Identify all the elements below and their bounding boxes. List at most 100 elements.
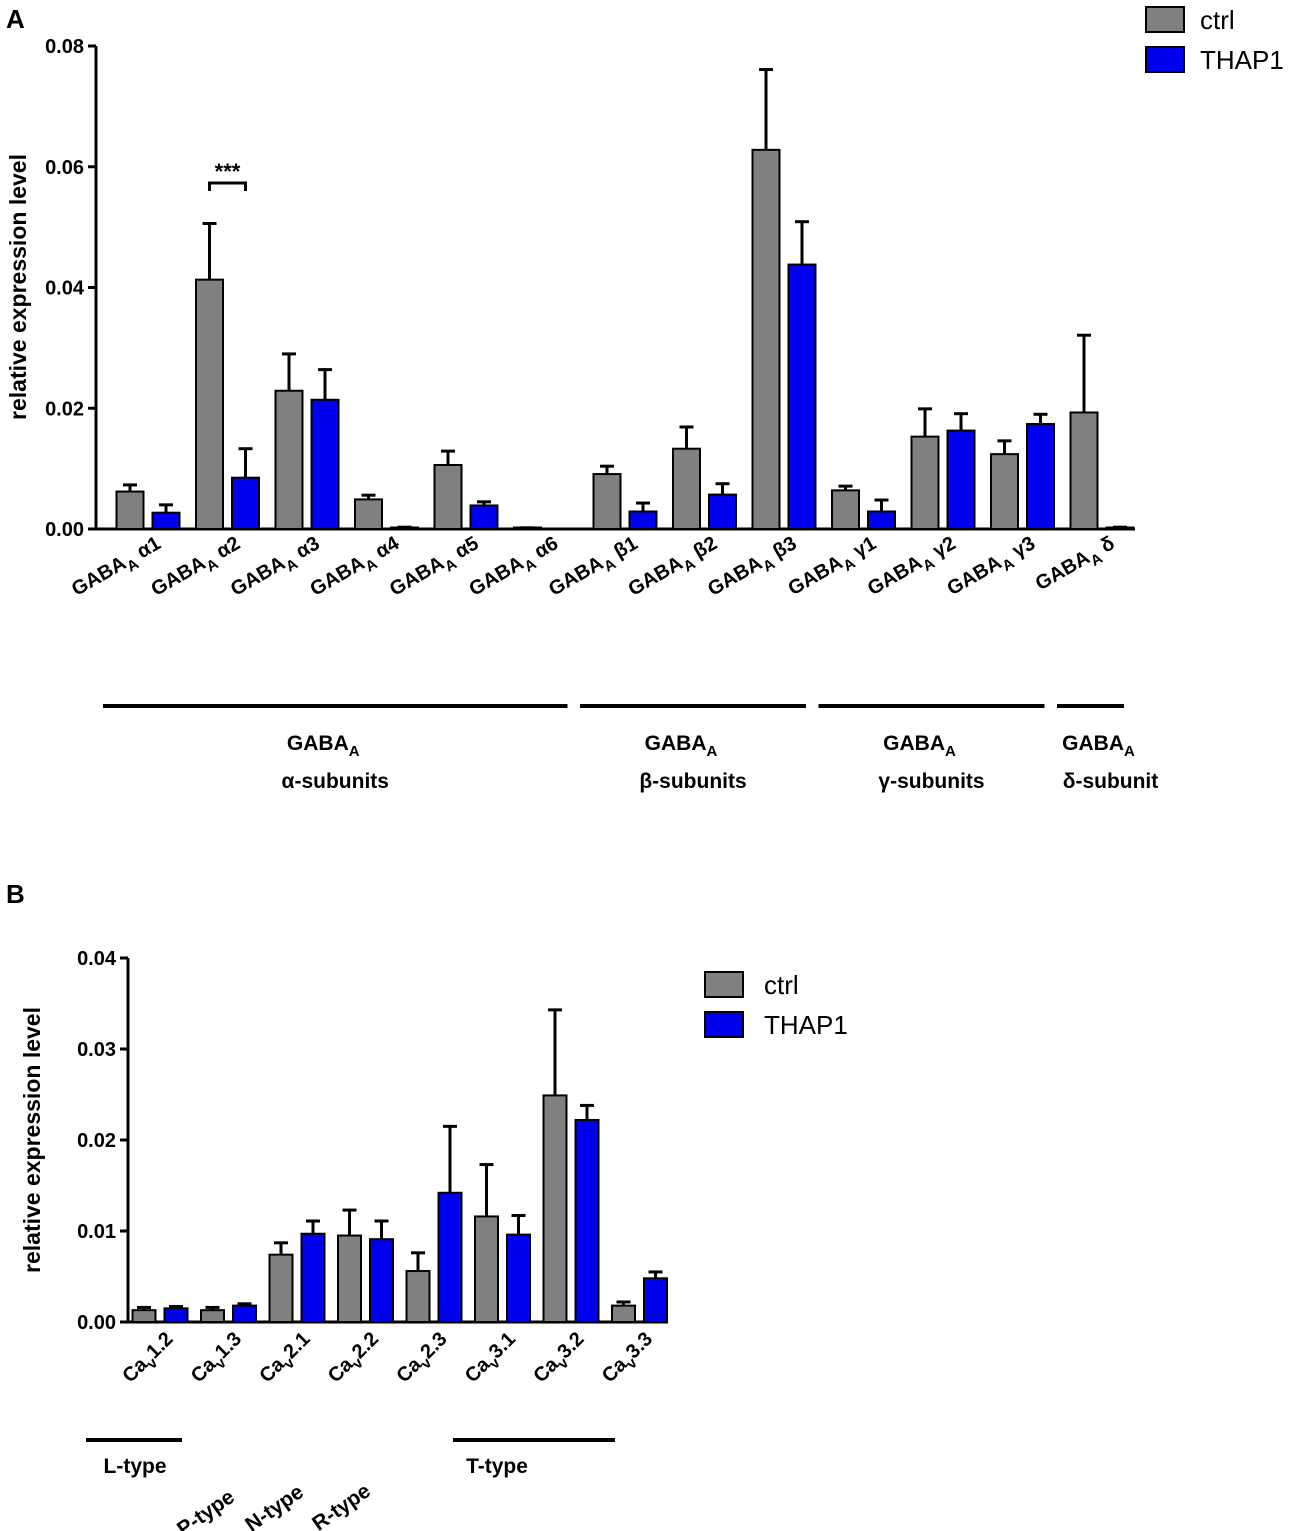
panel-b-x-tick-label: Cav2.2	[324, 1328, 387, 1391]
panel-b-y-tick-label: 0.02	[77, 1130, 116, 1152]
type-label-3: R-type	[308, 1479, 375, 1531]
panel-a-x-tick-label: GABAA α5	[386, 532, 485, 605]
panel-a-bar-thap1	[1026, 422, 1055, 531]
panel-b-y-axis-title: relative expression level	[19, 1007, 45, 1273]
panel-b-bar-ctrl	[611, 1304, 636, 1323]
panel-a-bar-ctrl	[672, 447, 701, 531]
legend-b-ctrl-swatch	[704, 971, 744, 998]
panel-b-x-tick-label: Cav2.3	[392, 1328, 455, 1391]
panel-b-x-tick-label: Cav3.2	[529, 1328, 592, 1391]
type-label-4: T-type	[466, 1455, 528, 1478]
panel-a-bar-ctrl	[274, 389, 304, 530]
type-label-2: N-type	[241, 1480, 308, 1531]
panel-a-bar-thap1	[231, 476, 260, 530]
legend-b-thap1-swatch	[704, 1011, 744, 1038]
panel-a-bar-ctrl	[1069, 411, 1099, 531]
panel-a-bar-thap1	[628, 510, 658, 530]
panel-b-bar-ctrl	[542, 1094, 568, 1324]
group-label-1: GABAA	[645, 732, 718, 760]
panel-a-bar-thap1	[867, 510, 896, 530]
panel-a-bar-ctrl	[990, 453, 1019, 531]
legend-thap1-swatch	[1145, 46, 1185, 73]
significance-bracket	[208, 181, 247, 191]
panel-b-bar-thap1	[506, 1233, 531, 1324]
panel-a-x-tick-label: GABAA γ3	[944, 532, 1042, 604]
panel-b-x-tick-label: Cav1.2	[118, 1328, 181, 1391]
panel-b-bar-ctrl	[131, 1309, 157, 1324]
panel-a-x-tick-label: GABAA β2	[625, 532, 724, 605]
panel-a-bar-thap1	[310, 398, 340, 530]
panel-a-bar-ctrl	[831, 489, 860, 530]
panel-b-y-tick-label: 0.04	[77, 948, 117, 970]
panel-b-bar-ctrl	[200, 1309, 225, 1324]
panel-b-bar-thap1	[369, 1238, 394, 1323]
group-sublabel-0: α-subunits	[282, 770, 389, 793]
panel-a-bar-ctrl	[115, 490, 145, 531]
panel-a-x-tick-label: GABAA α6	[466, 532, 565, 605]
type-label-1: P-type	[173, 1485, 239, 1531]
panel-b-y-tick-label: 0.00	[77, 1312, 116, 1334]
panel-a-y-axis-title: relative expression level	[5, 154, 31, 420]
panel-b-x-tick-label: Cav2.1	[255, 1328, 318, 1391]
legend-thap1-label: THAP1	[1200, 45, 1284, 75]
panel-b-bar-ctrl	[268, 1253, 294, 1324]
panel-a-bar-thap1	[787, 263, 817, 530]
panel-a-bar-thap1	[946, 429, 976, 530]
panel-b-chart: 0.000.010.020.030.04Cav1.2Cav1.3Cav2.1Ca…	[77, 948, 668, 1531]
panel-a-x-tick-label: GABAA γ1	[785, 532, 883, 604]
panel-b-legend: ctrl THAP1	[704, 970, 848, 1040]
legend-b-thap1-label: THAP1	[764, 1010, 848, 1040]
group-sublabel-3: δ-subunit	[1063, 770, 1159, 793]
panel-b-x-tick-label: Cav3.1	[461, 1328, 524, 1391]
panel-a-y-tick-label: 0.04	[45, 278, 85, 300]
panel-a-bar-ctrl	[433, 464, 463, 531]
panel-b-bar-ctrl	[474, 1215, 499, 1323]
panel-b-bar-thap1	[643, 1277, 668, 1323]
panel-a-label: A	[6, 4, 25, 34]
panel-a-bar-ctrl	[592, 473, 622, 530]
panel-a-bar-ctrl	[195, 278, 224, 530]
panel-b-bar-thap1	[232, 1304, 257, 1323]
panel-a-bar-ctrl	[910, 435, 940, 530]
panel-a-x-tick-label: GABAA γ2	[864, 532, 962, 604]
panel-a-x-tick-label: GABAA β3	[704, 532, 803, 605]
group-sublabel-1: β-subunits	[639, 770, 746, 793]
panel-a-y-tick-label: 0.02	[45, 398, 84, 420]
group-sublabel-2: γ-subunits	[878, 770, 984, 793]
panel-a-x-tick-label: GABAA α2	[148, 532, 247, 605]
group-label-2: GABAA	[883, 732, 956, 760]
legend-ctrl-swatch	[1145, 6, 1185, 33]
group-label-0: GABAA	[287, 732, 360, 760]
legend-b-ctrl-label: ctrl	[764, 970, 799, 1000]
panel-b-bar-thap1	[300, 1232, 326, 1323]
group-label-3: GABAA	[1062, 732, 1135, 760]
panel-a-x-tick-label: GABAA β1	[545, 532, 644, 605]
panel-a-x-tick-label: GABAA α4	[307, 532, 407, 605]
panel-a-x-tick-label: GABAA δ	[1032, 532, 1121, 599]
panel-a-y-tick-label: 0.08	[45, 36, 84, 58]
panel-a-legend: ctrl THAP1	[1145, 5, 1284, 75]
panel-a-bar-thap1	[708, 493, 737, 530]
panel-a-y-tick-label: 0.00	[45, 519, 84, 541]
panel-a-x-tick-label: GABAA α3	[227, 532, 326, 605]
panel-a-bar-ctrl	[751, 148, 781, 530]
panel-a-bar-ctrl	[354, 498, 383, 531]
panel-b-label: B	[6, 879, 25, 909]
significance-label: ***	[215, 159, 241, 184]
panel-a-bar-thap1	[469, 504, 499, 530]
panel-b-y-tick-label: 0.01	[77, 1221, 116, 1243]
panel-b-y-tick-label: 0.03	[77, 1039, 116, 1061]
panel-b-x-tick-label: Cav1.3	[187, 1328, 250, 1391]
legend-ctrl-label: ctrl	[1200, 5, 1235, 35]
panel-a-x-tick-label: GABAA α1	[68, 532, 167, 605]
panel-b-x-tick-label: Cav3.3	[598, 1328, 661, 1391]
panel-b-bar-ctrl	[405, 1270, 431, 1324]
type-label-0: L-type	[104, 1455, 167, 1478]
panel-b-bar-ctrl	[337, 1234, 362, 1324]
panel-b-bar-thap1	[437, 1191, 463, 1324]
panel-b-bar-thap1	[574, 1118, 600, 1323]
panel-a-bar-thap1	[151, 511, 181, 530]
panel-a-y-tick-label: 0.06	[45, 157, 84, 179]
